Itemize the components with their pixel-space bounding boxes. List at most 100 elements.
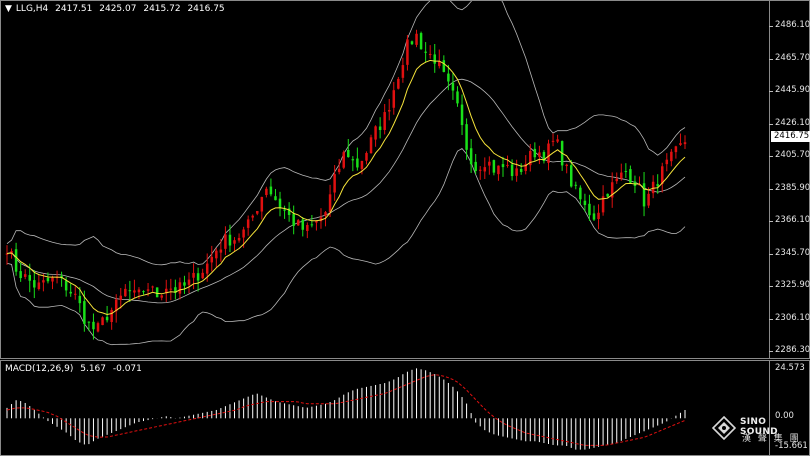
candle-body: [187, 279, 191, 285]
candle-body: [160, 295, 163, 298]
bollinger-lower-band: [6, 147, 686, 346]
candle-body: [46, 277, 50, 282]
candle-body: [260, 196, 264, 212]
candle-body: [592, 213, 596, 220]
candle-body: [538, 152, 541, 157]
current-price-badge: 2416.75: [771, 131, 810, 142]
candle-body: [119, 295, 123, 300]
candle-body: [237, 237, 241, 241]
candle-body: [64, 280, 68, 291]
candle-body: [14, 249, 18, 272]
candle-body: [174, 287, 177, 293]
candle-body: [515, 168, 518, 176]
candle-body: [588, 203, 591, 216]
candle-body: [456, 91, 459, 104]
candle-body: [647, 193, 650, 206]
candle-body: [410, 41, 414, 45]
candle-body: [474, 161, 477, 171]
candle-body: [383, 112, 386, 130]
price-axis-tick: [769, 351, 773, 352]
ohlc-close: 2416.75: [187, 4, 225, 14]
candle-body: [124, 288, 127, 297]
candle-body: [488, 161, 491, 166]
collapse-arrow-icon[interactable]: ▼: [5, 4, 12, 14]
candle-body: [374, 126, 377, 140]
price-chart-pane[interactable]: ▼ LLG,H4 2417.51 2425.07 2415.72 2416.75 …: [0, 0, 810, 359]
price-axis-label: 2445.90: [775, 85, 810, 95]
candle-body: [128, 290, 132, 292]
candle-body: [497, 165, 500, 175]
candle-body: [660, 166, 664, 184]
ohlc-open: 2417.51: [55, 4, 93, 14]
candle-body: [142, 291, 145, 293]
candle-body: [397, 78, 400, 89]
candle-body: [529, 151, 532, 166]
candle-body: [492, 160, 496, 173]
candle-body: [324, 212, 327, 216]
candle-body: [183, 282, 186, 286]
candle-body: [478, 169, 482, 171]
candle-body: [228, 234, 232, 246]
candle-body: [224, 234, 227, 249]
candle-body: [42, 280, 45, 283]
candle-body: [392, 90, 396, 108]
candle-body: [356, 158, 359, 168]
bollinger-middle-band: [6, 78, 686, 304]
price-axis-label: 2345.70: [775, 247, 810, 258]
candle-body: [251, 215, 254, 218]
candle-body: [114, 299, 118, 312]
logo-subtitle: 漢 聲 集 團: [742, 434, 801, 444]
candle-body: [101, 317, 104, 326]
candle-body: [438, 60, 441, 67]
ohlc-low: 2415.72: [143, 4, 181, 14]
candle-body: [629, 169, 632, 183]
macd-axis-divider: [769, 361, 770, 455]
candle-body: [579, 187, 582, 200]
candle-body: [151, 286, 154, 288]
candle-body: [74, 293, 77, 295]
candle-body: [292, 213, 295, 226]
candle-body: [460, 104, 464, 126]
candle-body: [360, 161, 364, 169]
macd-signal-line: [6, 374, 686, 446]
price-axis-tick: [769, 253, 773, 255]
macd-label: MACD(12,26,9): [5, 364, 74, 374]
candle-body: [19, 271, 22, 279]
candle-body: [96, 323, 100, 332]
candle-body: [233, 240, 236, 244]
candle-body: [342, 152, 345, 168]
candle-body: [378, 126, 382, 131]
candle-body: [465, 124, 468, 150]
price-axis-label: 2366.10: [775, 215, 810, 225]
macd-value-main: 5.167: [80, 364, 106, 374]
macd-value-signal: -0.071: [112, 364, 142, 374]
candle-body: [215, 250, 218, 259]
candle-body: [606, 193, 609, 197]
candle-body: [365, 153, 368, 161]
candle-body: [451, 82, 455, 91]
candle-body: [665, 159, 669, 165]
price-axis-tick: [769, 188, 773, 190]
candle-body: [469, 148, 473, 165]
candle-body: [519, 168, 523, 172]
candle-body: [674, 146, 678, 153]
macd-indicator-pane[interactable]: MACD(12,26,9) 5.167 -0.071 24.573 0.00 -…: [0, 360, 810, 456]
candle-body: [5, 253, 9, 255]
price-axis-label: 2465.70: [775, 52, 810, 63]
candle-body: [265, 188, 268, 195]
candle-body: [483, 167, 487, 172]
candle-body: [542, 152, 546, 162]
candle-body: [447, 73, 450, 82]
candle-body: [415, 33, 418, 45]
price-axis-label: 2385.90: [775, 182, 810, 193]
candle-body: [201, 272, 204, 279]
candle-body: [28, 275, 32, 281]
candle-body: [165, 288, 168, 294]
candle-body: [83, 301, 86, 324]
price-axis-label: 2486.10: [775, 20, 810, 30]
price-axis-tick: [769, 286, 773, 287]
candle-body: [583, 200, 587, 206]
candle-body: [533, 148, 537, 158]
candle-body: [333, 174, 336, 193]
candle-body: [283, 209, 286, 211]
